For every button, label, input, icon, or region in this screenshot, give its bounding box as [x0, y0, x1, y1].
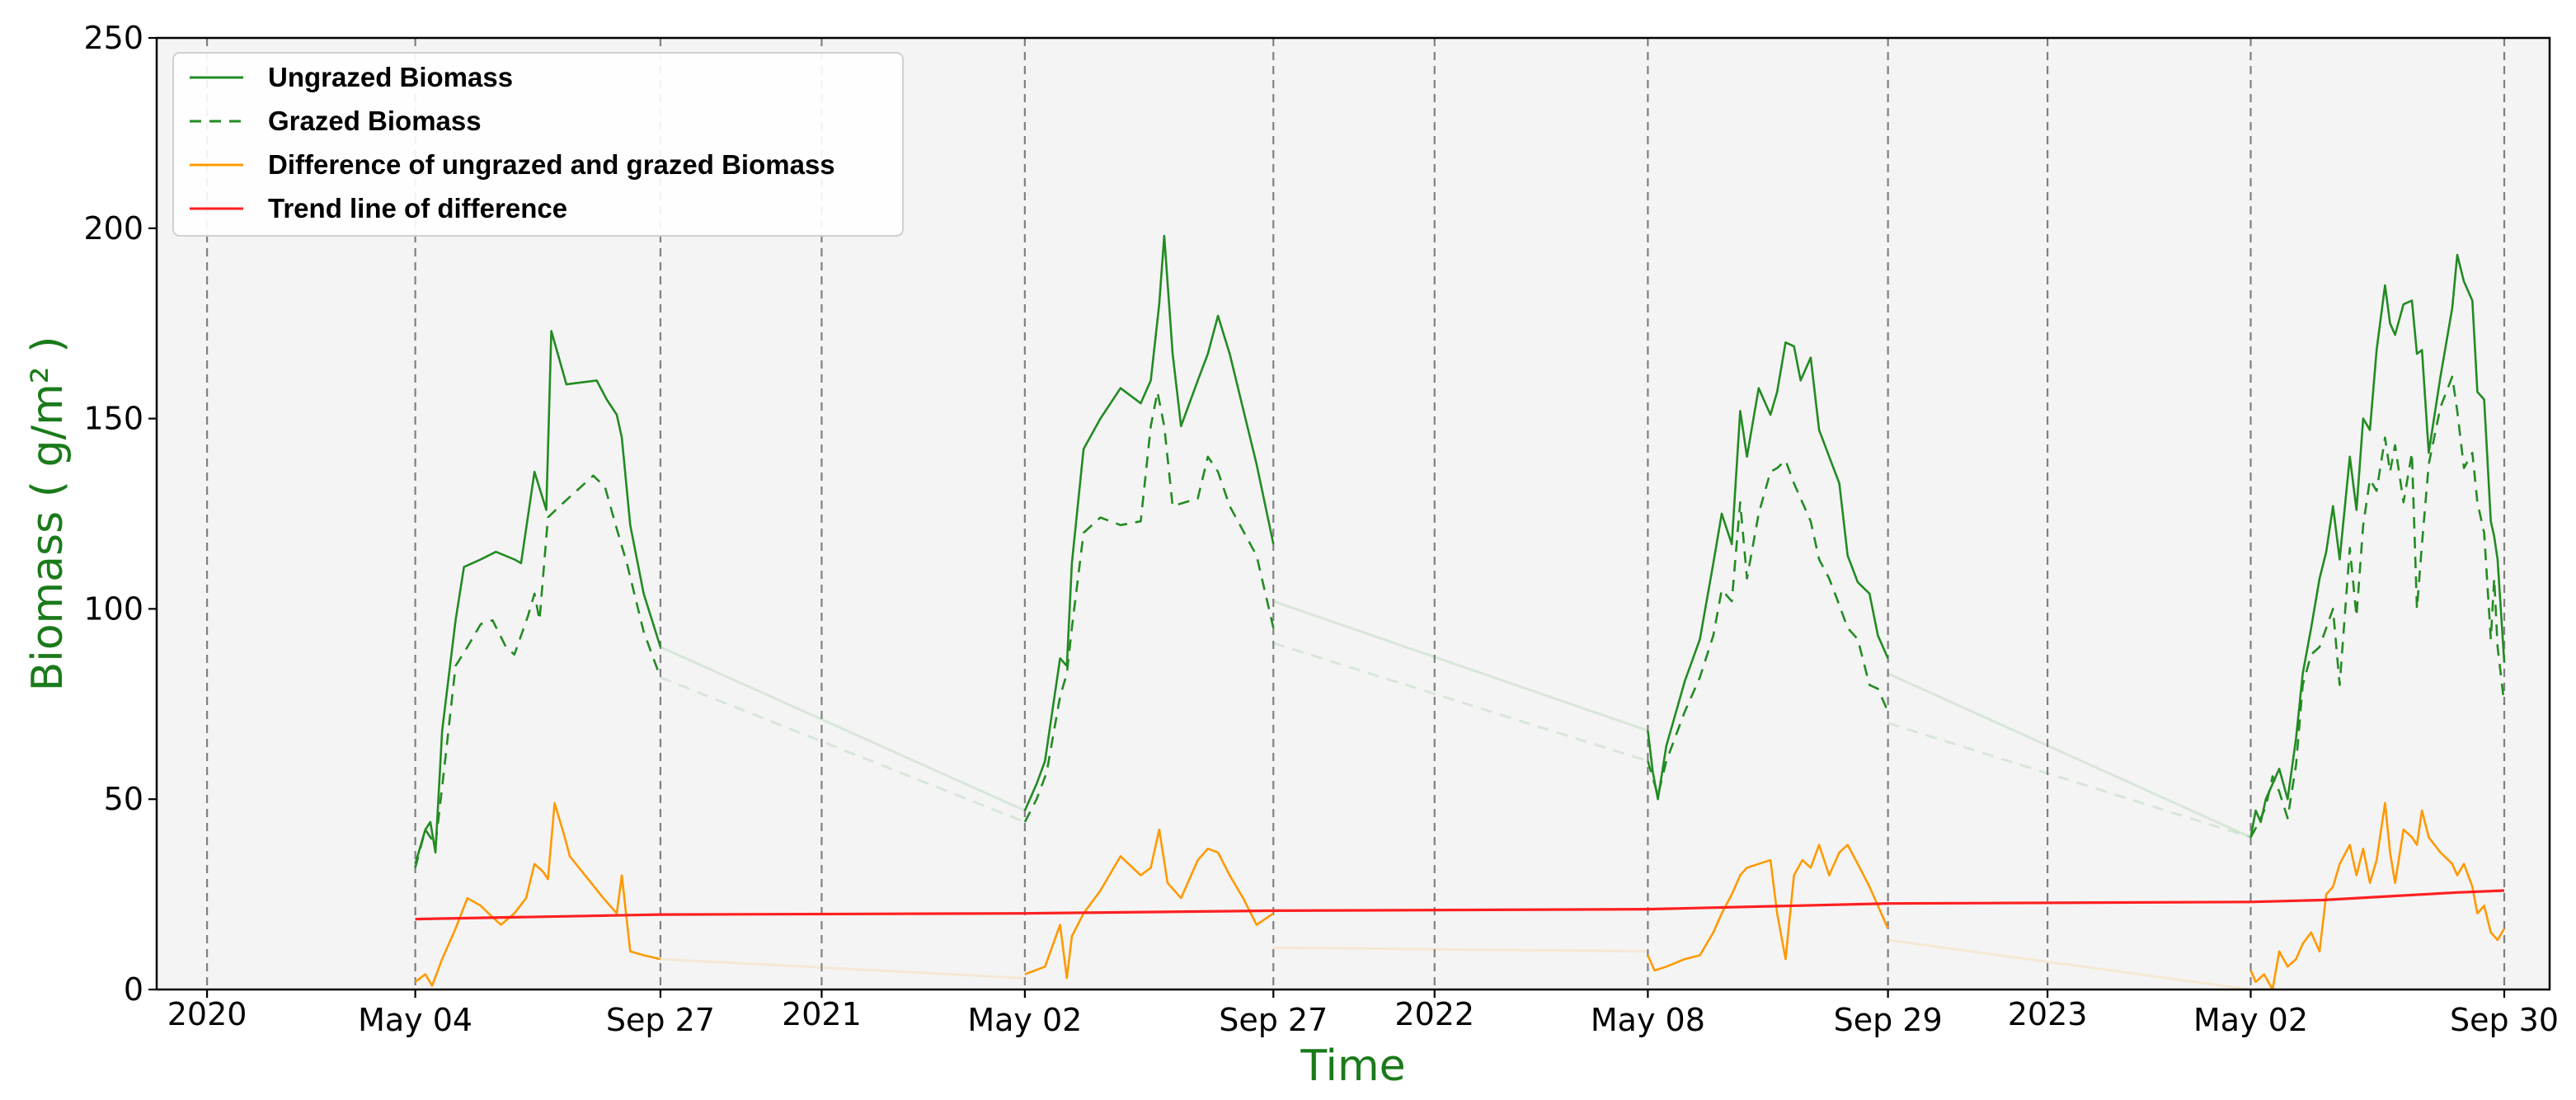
- difference-series-line: [2249, 801, 2506, 991]
- grazed-gap-line: [1887, 722, 2251, 839]
- x-tick-label: Sep 27: [606, 1002, 715, 1038]
- difference-series-line: [1647, 844, 1889, 972]
- x-tick-label: Sep 27: [1219, 1002, 1328, 1038]
- y-axis-ticks: 0 50 100 150 200 250: [83, 20, 157, 1008]
- ungrazed-series-line: [414, 330, 662, 865]
- difference-gap-line: [660, 957, 1025, 980]
- y-tick-label: 100: [83, 590, 143, 627]
- grazed-gap-line: [660, 676, 1026, 824]
- legend-label-difference: Difference of ungrazed and grazed Biomas…: [268, 149, 835, 180]
- y-tick-label: 200: [83, 210, 143, 247]
- plot-frame: [155, 36, 2551, 991]
- difference-gap-line: [1887, 938, 2251, 991]
- y-tick-label: 0: [124, 971, 143, 1008]
- legend-label-ungrazed: Ungrazed Biomass: [268, 62, 513, 92]
- y-axis-title: Biomass ( g/m² ): [23, 336, 73, 692]
- y-tick-label: 150: [83, 401, 143, 437]
- x-tick-label: 2020: [167, 996, 247, 1032]
- x-tick-label: May 08: [1591, 1002, 1705, 1038]
- grazed-series-line: [414, 474, 662, 868]
- seasonal-gap-lines: [660, 599, 2252, 991]
- x-tick-label: 2022: [1394, 996, 1474, 1032]
- difference-series-line: [1024, 828, 1275, 980]
- x-axis-ticks: 2020 May 04 Sep 27 2021 May 02 Sep 27 2022 May …: [167, 990, 2559, 1038]
- ungrazed-gap-line: [660, 646, 1026, 812]
- legend-entries: Ungrazed Biomass Grazed Biomass Difference…: [190, 62, 835, 223]
- legend: Ungrazed Biomass Grazed Biomass Difference…: [172, 52, 904, 237]
- ungrazed-gap-line: [1887, 672, 2252, 839]
- x-axis-title: Time: [1300, 1041, 1405, 1091]
- grazed-gap-line: [1272, 642, 1648, 763]
- difference-series-line: [414, 801, 661, 987]
- x-tick-label: Sep 29: [1834, 1002, 1943, 1038]
- difference-gap-line: [1273, 946, 1648, 953]
- x-tick-label: 2021: [782, 996, 862, 1032]
- x-tick-label: Sep 30: [2450, 1002, 2559, 1038]
- x-tick-label: May 02: [967, 1002, 1082, 1038]
- grazed-series-line: [2249, 375, 2506, 839]
- x-tick-label: May 02: [2193, 1002, 2308, 1038]
- trend-series-line: [415, 889, 2505, 921]
- y-tick-label: 50: [104, 781, 143, 817]
- legend-label-grazed: Grazed Biomass: [268, 106, 482, 136]
- legend-label-trend: Trend line of difference: [268, 193, 567, 223]
- x-tick-label: May 04: [358, 1002, 472, 1038]
- ungrazed-series-line: [2249, 253, 2506, 838]
- ungrazed-series-line: [1023, 234, 1275, 811]
- ungrazed-series-line: [1647, 341, 1889, 801]
- grazed-series-line: [1647, 459, 1889, 797]
- ungrazed-gap-line: [1272, 599, 1648, 732]
- series-lines: [414, 234, 2506, 991]
- x-tick-label: 2023: [2008, 996, 2088, 1032]
- legend-box: [172, 52, 904, 237]
- y-tick-label: 250: [83, 20, 143, 56]
